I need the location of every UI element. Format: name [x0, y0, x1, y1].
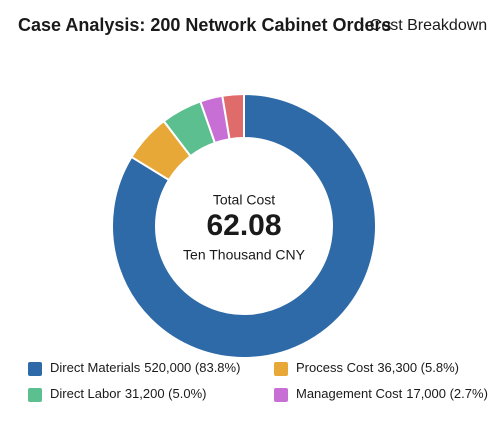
legend-value: 17,000 (2.7%): [406, 386, 488, 401]
chart-title: Case Analysis: 200 Network Cabinet Order…: [18, 15, 391, 35]
legend-label: Direct Materials 520,000 (83.8%): [50, 360, 240, 375]
donut-slice: [221, 92, 245, 141]
legend-marker: [28, 362, 42, 376]
center-unit: Ten Thousand CNY: [183, 247, 306, 263]
legend-marker: [274, 388, 288, 402]
chart-subtitle: · Cost Breakdown: [360, 17, 487, 34]
center-value: 62.08: [206, 209, 281, 242]
legend-marker: [274, 362, 288, 376]
legend-name: Management Cost: [296, 386, 403, 401]
legend-value: 520,000 (83.8%): [144, 360, 240, 375]
legend-label: Process Cost 36,300 (5.8%): [296, 360, 459, 375]
donut-slice: [111, 92, 377, 359]
legend-name: Process Cost: [296, 360, 374, 375]
legend-value: 31,200 (5.0%): [125, 386, 207, 401]
legend-label: Direct Labor 31,200 (5.0%): [50, 386, 206, 401]
legend-value: 36,300 (5.8%): [377, 360, 459, 375]
center-label: Total Cost: [213, 192, 275, 208]
legend-label: Management Cost 17,000 (2.7%): [296, 386, 488, 401]
legend-name: Direct Materials: [50, 360, 141, 375]
legend-marker: [28, 388, 42, 402]
legend-name: Direct Labor: [50, 386, 121, 401]
